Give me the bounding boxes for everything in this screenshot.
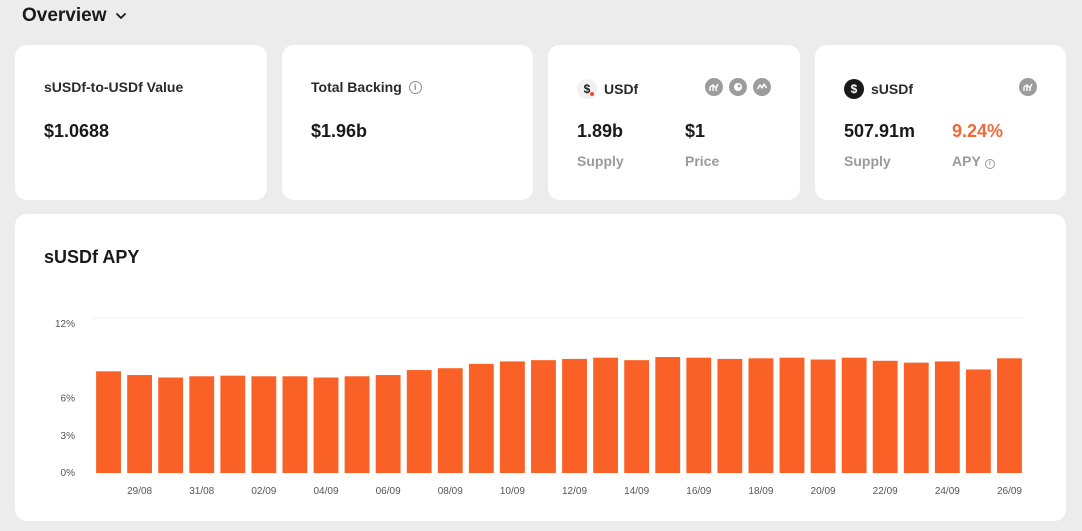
bar[interactable] — [562, 358, 587, 473]
susdf-name: sUSDf — [871, 81, 914, 97]
info-icon[interactable]: i — [408, 80, 422, 94]
bar[interactable] — [779, 357, 805, 473]
bar[interactable] — [468, 363, 494, 473]
x-tick-label: 18/09 — [748, 486, 773, 497]
info-icon[interactable]: i — [984, 159, 995, 169]
susdf-apy-label-row: APY i — [952, 153, 1003, 169]
bar[interactable] — [841, 357, 867, 473]
x-tick-label: 10/09 — [500, 486, 525, 497]
usdf-external-links — [705, 78, 771, 96]
bar[interactable] — [375, 375, 401, 473]
x-tick-label: 02/09 — [251, 486, 276, 497]
page-title: Overview — [22, 5, 107, 26]
value-label-text: sUSDf-to-USDf Value — [44, 79, 184, 95]
usdf-supply-stat: 1.89b Supply — [577, 121, 624, 169]
bar[interactable] — [934, 361, 960, 473]
bar[interactable] — [717, 358, 743, 473]
x-tick-label: 14/09 — [624, 486, 649, 497]
bar[interactable] — [127, 375, 153, 473]
value-card-label: sUSDf-to-USDf Value — [44, 79, 183, 95]
bar[interactable] — [189, 376, 215, 473]
bars — [96, 357, 1022, 473]
bar[interactable] — [655, 357, 681, 473]
x-tick-label: 16/09 — [686, 486, 711, 497]
y-tick-label: 12% — [55, 319, 75, 330]
x-tick-label: 29/08 — [127, 486, 152, 497]
x-tick-label: 20/09 — [811, 486, 836, 497]
y-axis: 0% 3% 6% 12% — [55, 317, 1025, 479]
x-tick-label: 06/09 — [376, 486, 401, 497]
usdf-card-label: $ USDf — [577, 79, 638, 99]
usdf-price-label: Price — [685, 153, 720, 169]
susdf-supply-stat: 507.91m Supply — [844, 121, 915, 169]
x-tick-label: 12/09 — [562, 486, 587, 497]
backing-card-value: $1.96b — [311, 121, 368, 141]
usdf-card: $ USDf 1.89b Supply $1 Price — [548, 45, 800, 200]
bar[interactable] — [282, 376, 308, 473]
bar[interactable] — [965, 369, 991, 473]
coinmarketcap-icon[interactable] — [753, 78, 771, 96]
bar[interactable] — [96, 371, 121, 473]
y-tick-label: 3% — [61, 431, 76, 442]
backing-card-label: Total Backing i — [311, 79, 422, 95]
chevron-down-icon — [115, 10, 127, 22]
bar[interactable] — [406, 370, 432, 473]
usdf-name: USDf — [604, 81, 639, 97]
bar[interactable] — [251, 376, 277, 473]
usdf-supply-value: 1.89b — [577, 121, 624, 141]
susdf-apy-label: APY — [952, 153, 981, 169]
defillama-icon[interactable] — [1019, 78, 1037, 96]
backing-label-text: Total Backing — [311, 79, 402, 95]
x-axis: 29/08 31/08 02/09 04/09 06/09 08/09 10/09 12/09… — [127, 486, 1022, 497]
bar[interactable] — [437, 368, 463, 473]
bar[interactable] — [624, 360, 650, 473]
susdf-apy-value: 9.24% — [952, 121, 1004, 141]
value-card-value: $1.0688 — [44, 121, 110, 141]
bar[interactable] — [810, 359, 836, 473]
susdf-card-label: $ sUSDf — [844, 79, 913, 99]
bar[interactable] — [686, 357, 712, 473]
susdf-external-links — [1019, 78, 1037, 96]
bar[interactable] — [997, 358, 1022, 473]
y-tick-label: 6% — [61, 394, 76, 405]
susdf-logo-icon: $ — [844, 79, 864, 99]
x-tick-label: 31/08 — [189, 486, 214, 497]
usdf-supply-label: Supply — [577, 153, 624, 169]
value-card: sUSDf-to-USDf Value $1.0688 — [15, 45, 267, 200]
bar[interactable] — [748, 358, 774, 473]
y-tick-label: 0% — [61, 468, 76, 479]
susdf-supply-value: 507.91m — [844, 121, 916, 141]
bar[interactable] — [593, 357, 619, 473]
susdf-card: $ sUSDf 507.91m Supply 9.24% APY i — [815, 45, 1066, 200]
usdf-logo-icon: $ — [577, 79, 597, 99]
bar[interactable] — [344, 376, 370, 473]
x-tick-label: 08/09 — [438, 486, 463, 497]
apy-bar-chart: 0% 3% 6% 12% 29/08 31/08 02/09 04/09 06/09 08/09… — [55, 317, 1025, 497]
x-tick-label: 24/09 — [935, 486, 960, 497]
bar[interactable] — [903, 362, 929, 473]
bar[interactable] — [158, 377, 184, 473]
chart-title: sUSDf APY — [44, 247, 140, 267]
x-tick-label: 26/09 — [997, 486, 1022, 497]
susdf-supply-label: Supply — [844, 153, 891, 169]
bar[interactable] — [531, 360, 556, 473]
bar[interactable] — [220, 375, 246, 473]
bar[interactable] — [499, 361, 525, 473]
x-tick-label: 04/09 — [313, 486, 338, 497]
apy-chart-card: sUSDf APY 0% 3% 6% 12% 29/08 31/08 02/09 04/09… — [15, 214, 1066, 521]
backing-card: Total Backing i $1.96b — [282, 45, 533, 200]
bar[interactable] — [872, 360, 898, 473]
coingecko-icon[interactable] — [729, 78, 747, 96]
overview-dropdown[interactable]: Overview — [22, 5, 127, 27]
usdf-price-value: $1 — [685, 121, 706, 141]
x-tick-label: 22/09 — [873, 486, 898, 497]
usdf-price-stat: $1 Price — [685, 121, 719, 169]
bar[interactable] — [313, 377, 339, 473]
susdf-apy-stat: 9.24% APY i — [952, 121, 1003, 169]
defillama-icon[interactable] — [705, 78, 723, 96]
